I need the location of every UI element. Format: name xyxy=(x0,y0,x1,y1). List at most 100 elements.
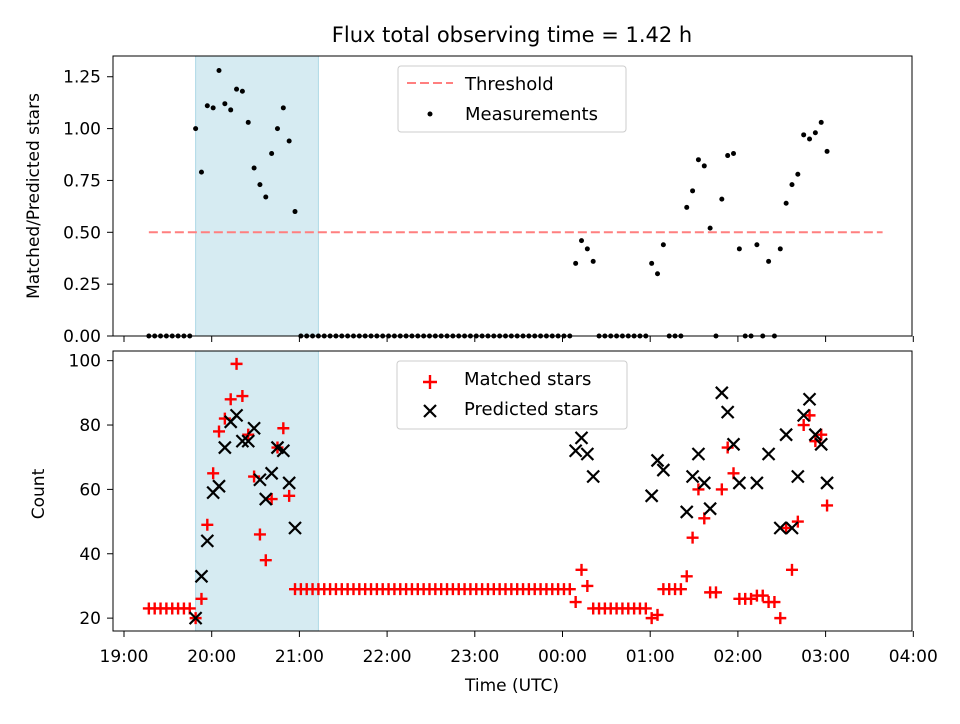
matched-star-point xyxy=(797,419,810,432)
bottom-ytick-label: 20 xyxy=(79,609,101,629)
measurement-point xyxy=(701,163,707,169)
measurement-point xyxy=(731,150,737,156)
matched-star-point xyxy=(569,596,582,609)
measurement-point xyxy=(274,126,280,132)
predicted-star-point xyxy=(726,437,741,452)
predicted-star-point xyxy=(580,447,595,461)
predicted-star-point xyxy=(650,453,665,468)
predicted-star-point xyxy=(586,469,600,484)
predicted-star-point xyxy=(703,501,717,516)
predicted-star-point xyxy=(720,405,735,419)
measurement-point xyxy=(239,88,245,94)
measurement-point xyxy=(736,246,742,252)
bottom-xtick-label: 01:00 xyxy=(626,647,675,667)
measurement-point xyxy=(280,105,286,111)
predicted-star-point xyxy=(253,472,267,487)
top-xticks xyxy=(123,336,914,342)
predicted-star-point xyxy=(188,611,203,625)
matched-star-point xyxy=(563,583,576,596)
predicted-star-point xyxy=(691,447,706,461)
predicted-star-point xyxy=(288,521,302,535)
matched-star-point xyxy=(674,583,687,596)
matched-star-point xyxy=(236,390,249,403)
bottom-xtick-label: 22:00 xyxy=(363,647,412,667)
bottom-ytick-label: 100 xyxy=(69,352,101,372)
measurement-point xyxy=(766,258,772,264)
bottom-ytick-label: 40 xyxy=(79,545,101,565)
measurement-point xyxy=(795,171,801,177)
bottom-yticks: 20 40 60 80 100 xyxy=(69,352,113,629)
matched-star-point xyxy=(686,531,699,544)
measurement-point xyxy=(824,148,830,154)
predicted-star-point xyxy=(235,434,250,448)
predicted-star-point xyxy=(241,434,256,448)
measurement-point xyxy=(812,130,818,136)
measurement-point xyxy=(684,204,690,210)
matched-star-point xyxy=(780,522,793,535)
predicted-star-point xyxy=(568,443,583,458)
matched-star-point xyxy=(709,586,722,599)
measurement-point xyxy=(263,194,269,200)
predicted-star-point xyxy=(247,421,261,436)
top-panel: 0.00 0.25 0.50 0.75 1.00 1.25 Matched/Predict… xyxy=(24,55,914,347)
measurement-point xyxy=(777,246,783,252)
matched-star-point xyxy=(803,409,816,422)
predicted-star-point xyxy=(282,476,296,490)
matched-star-point xyxy=(581,579,594,592)
predicted-star-point xyxy=(259,492,273,506)
bottom-ytick-label: 80 xyxy=(79,416,101,436)
measurement-point xyxy=(228,107,234,113)
bottom-ylabel: Count xyxy=(29,468,49,519)
matched-star-point xyxy=(774,612,787,625)
measurement-point xyxy=(222,101,228,107)
matched-star-point xyxy=(283,489,296,502)
predicted-star-point xyxy=(194,569,209,584)
measurement-point xyxy=(257,182,263,188)
top-highlight-span xyxy=(195,55,319,337)
predicted-star-point xyxy=(229,408,244,423)
matched-star-point xyxy=(821,499,834,512)
top-ytick-label: 1.00 xyxy=(63,120,101,140)
measurement-point xyxy=(719,196,725,202)
predicted-star-point xyxy=(276,443,291,458)
predicted-star-point xyxy=(761,447,776,461)
predicted-star-point xyxy=(779,427,793,442)
predicted-star-point xyxy=(697,476,712,490)
measurement-point xyxy=(783,200,789,206)
measurement-point xyxy=(789,182,795,188)
measurement-point xyxy=(198,169,204,175)
predicted-star-point xyxy=(750,476,764,490)
legend-measurements-label: Measurements xyxy=(465,104,598,125)
measurement-point xyxy=(216,68,222,74)
predicted-star-point xyxy=(200,534,215,548)
predicted-star-point xyxy=(264,466,279,481)
predicted-star-point xyxy=(679,505,694,519)
measurement-point xyxy=(660,242,666,248)
legend-matched-swatch xyxy=(423,375,437,389)
matched-star-point xyxy=(680,570,693,583)
predicted-star-point xyxy=(685,469,700,484)
matched-star-point xyxy=(201,518,214,531)
measurement-point xyxy=(251,165,257,171)
measurement-point xyxy=(193,126,199,132)
top-legend: Threshold Measurements xyxy=(397,65,627,133)
top-legend-box xyxy=(397,65,627,133)
predicted-star-point xyxy=(732,476,747,490)
bottom-xtick-label: 23:00 xyxy=(450,647,499,667)
predicted-star-point xyxy=(644,489,659,503)
predicted-star-point xyxy=(218,440,232,455)
bottom-xtick-label: 20:00 xyxy=(187,647,236,667)
matched-star-point xyxy=(195,592,208,605)
bottom-xtick-label: 04:00 xyxy=(889,647,938,667)
measurement-point xyxy=(286,138,292,144)
top-ytick-label: 0.75 xyxy=(63,171,101,191)
predicted-star-point xyxy=(802,392,817,407)
legend-measurements-swatch xyxy=(427,111,433,117)
measurement-point xyxy=(754,242,760,248)
top-ytick-label: 1.25 xyxy=(63,68,101,88)
matched-star-point xyxy=(639,602,652,615)
predicted-star-point xyxy=(796,408,811,423)
matched-star-point xyxy=(768,596,781,609)
predicted-star-point xyxy=(808,427,823,442)
